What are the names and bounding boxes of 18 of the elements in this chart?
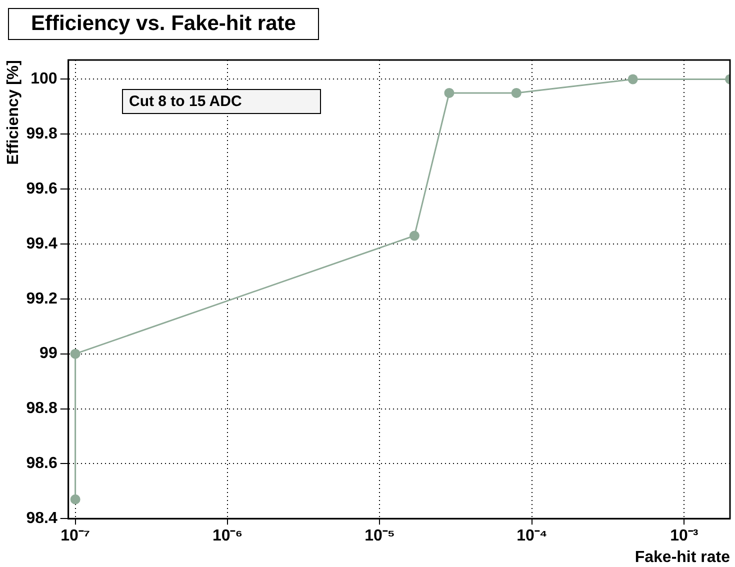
y-tick-label: 98.6 [26,455,58,472]
note-box: Cut 8 to 15 ADC [122,89,321,114]
x-axis-title: Fake-hit rate [634,548,730,566]
y-axis-title: Efficiency [%] [5,60,22,165]
y-tick-label: 98.8 [26,400,58,418]
x-tick-label: 10⁻⁷ [60,528,90,545]
chart-title: Efficiency vs. Fake-hit rate [8,8,319,40]
x-tick-label: 10⁻⁵ [364,528,395,545]
x-tick-label: 10⁻⁶ [212,528,243,545]
y-tick-label: 99.2 [26,290,58,308]
y-tick-label: 99 [40,345,58,362]
y-tick-label: 100 [30,70,58,88]
y-tick-label: 98.4 [26,510,58,528]
y-tick-label: 99.6 [26,180,58,198]
y-tick-label: 99.8 [26,126,58,143]
x-tick-label: 10⁻⁴ [516,528,548,545]
y-tick-label: 99.4 [26,235,58,252]
x-tick-label: 10⁻³ [670,528,698,545]
